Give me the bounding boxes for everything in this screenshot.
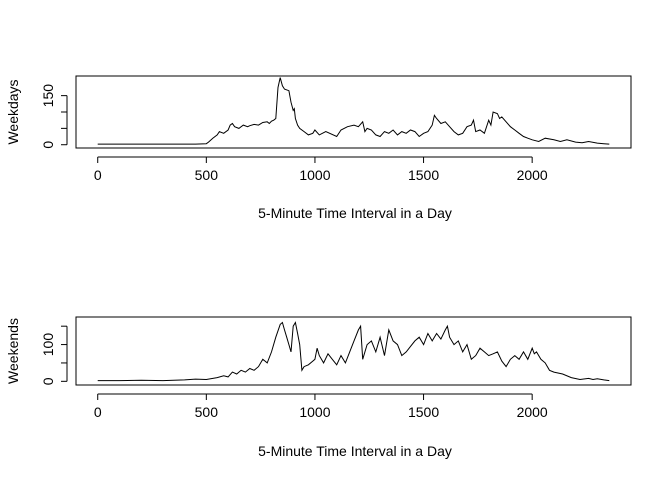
- weekends-y-axis-label: Weekends: [5, 318, 21, 384]
- weekdays-x-axis: 0 500 1000 1500 2000: [94, 156, 548, 183]
- weekdays-y-axis-label: Weekdays: [5, 79, 21, 144]
- weekends-y-axis: 0 100: [40, 325, 68, 385]
- weekends-x-tick-label: 2000: [517, 404, 548, 420]
- weekends-x-tick-label: 500: [195, 404, 219, 420]
- weekends-y-tick-label: 100: [40, 333, 56, 357]
- weekdays-plot-frame: [75, 75, 632, 149]
- weekdays-x-tick-label: 2000: [517, 167, 548, 183]
- weekends-x-tick-label: 1500: [408, 404, 439, 420]
- weekends-x-tick-label: 0: [94, 404, 102, 420]
- weekdays-y-axis: 0 150: [40, 84, 68, 149]
- weekdays-y-tick-label: 0: [40, 141, 56, 149]
- weekdays-panel: 0 500 1000 1500 2000 0 150 5-Minute Time Inte…: [5, 75, 632, 221]
- weekdays-x-tick-label: 1000: [299, 167, 330, 183]
- weekends-plot-frame: [75, 316, 632, 386]
- weekdays-x-tick-label: 500: [195, 167, 219, 183]
- weekends-x-axis: 0 500 1000 1500 2000: [94, 393, 548, 420]
- weekends-series-line: [97, 321, 610, 382]
- weekends-panel: 0 500 1000 1500 2000 0 100 5-Minute Time Inte…: [5, 316, 632, 459]
- weekdays-y-tick-label: 150: [40, 84, 56, 108]
- weekdays-series-line: [97, 77, 610, 145]
- weekends-x-axis-label: 5-Minute Time Interval in a Day: [258, 443, 452, 459]
- weekends-y-tick-label: 0: [40, 377, 56, 385]
- weekends-x-tick-label: 1000: [299, 404, 330, 420]
- weekdays-x-tick-label: 1500: [408, 167, 439, 183]
- weekdays-x-axis-label: 5-Minute Time Interval in a Day: [258, 205, 452, 221]
- weekdays-x-tick-label: 0: [94, 167, 102, 183]
